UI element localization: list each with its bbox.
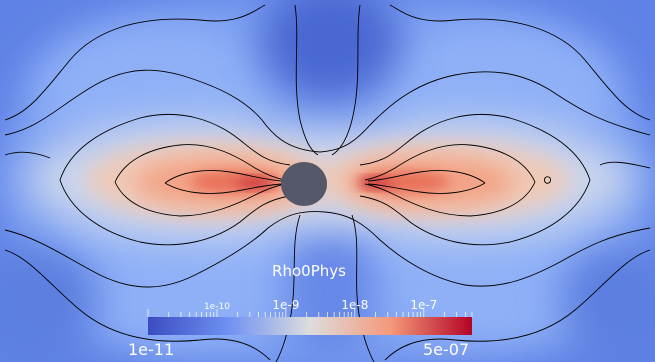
contour-line xyxy=(59,179,291,246)
colorbar-min-label: 1e-11 xyxy=(128,340,174,359)
colorbar-max-label: 5e-07 xyxy=(423,340,469,359)
central-object xyxy=(281,162,327,206)
contour-line xyxy=(4,249,271,361)
disk-structure xyxy=(25,120,635,240)
contour-lines xyxy=(4,4,651,362)
contour-line xyxy=(599,161,651,169)
contour-line xyxy=(294,4,319,156)
colorbar-tick-label: 1e-8 xyxy=(341,298,368,312)
contour-line xyxy=(359,113,591,181)
contour-line xyxy=(114,181,286,217)
colorbar-tick-label: 1e-7 xyxy=(410,298,437,312)
contour-line xyxy=(114,144,286,183)
field-label: Rho0Phys xyxy=(272,262,346,280)
contour-line xyxy=(4,69,651,153)
contour-line xyxy=(4,151,51,159)
colorbar-tick-label: 1e-10 xyxy=(204,302,230,312)
contour-line xyxy=(59,113,291,181)
colorbar-ticks: 1e-10 1e-9 1e-8 1e-7 xyxy=(147,298,473,317)
contour-line xyxy=(367,182,486,194)
contour-line xyxy=(364,144,536,183)
colorbar: 1e-10 1e-9 1e-8 1e-7 1e-11 5e-07 xyxy=(128,298,473,359)
contour-line xyxy=(331,4,361,156)
contour-line xyxy=(544,176,551,184)
colorbar-tick-label: 1e-9 xyxy=(272,298,299,312)
contour-line xyxy=(164,170,283,184)
contour-line xyxy=(275,214,301,362)
colorbar-gradient xyxy=(148,317,472,335)
contour-line xyxy=(4,4,266,121)
contour-line xyxy=(384,249,651,361)
contour-line xyxy=(164,182,283,194)
contour-line xyxy=(367,170,486,184)
contour-line xyxy=(351,214,375,362)
contour-line xyxy=(359,179,591,246)
contour-line xyxy=(364,181,536,217)
contour-line xyxy=(389,4,651,121)
contour-line xyxy=(4,211,651,288)
